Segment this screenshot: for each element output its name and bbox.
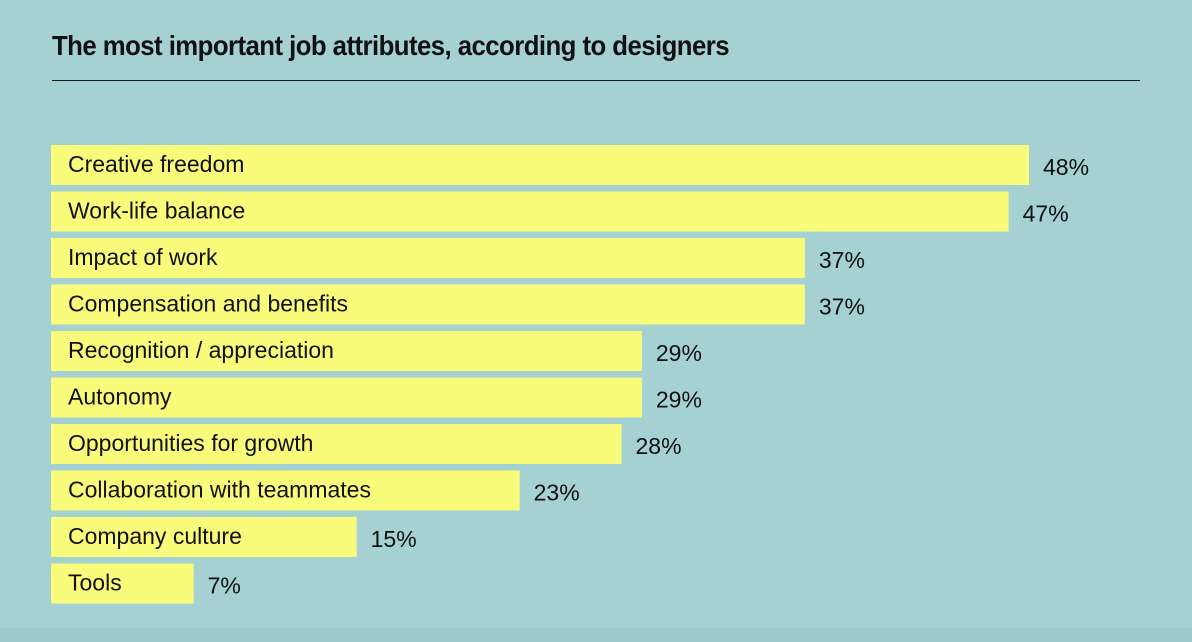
bar-compensation-and-benefits [51,284,805,325]
bar-label-autonomy: Autonomy [68,384,172,410]
bar-opportunities-for-growth [51,424,622,464]
value-label-tools: 7% [208,573,241,599]
value-label-compensation-and-benefits: 37% [819,294,865,320]
value-label-work-life-balance: 47% [1023,201,1069,227]
bar-label-impact-of-work: Impact of work [68,244,218,270]
bar-label-company-culture: Company culture [68,523,242,549]
value-label-autonomy: 29% [656,387,702,413]
chart-title: The most important job attributes, accor… [52,30,730,61]
bar-label-collaboration-with-teammates: Collaboration with teammates [68,477,371,503]
bar-recognition-appreciation [51,331,642,371]
bar-label-tools: Tools [68,570,122,596]
bar-label-creative-freedom: Creative freedom [68,151,244,177]
bar-work-life-balance [51,191,1009,232]
value-label-recognition-appreciation: 29% [656,340,702,366]
bar-tools [51,563,194,604]
bottom-edge-strip [0,628,1192,642]
bar-label-compensation-and-benefits: Compensation and benefits [68,291,348,317]
value-label-collaboration-with-teammates: 23% [534,480,580,506]
bar-collaboration-with-teammates [51,470,520,511]
bar-company-culture [51,517,357,557]
bar-impact-of-work [51,238,805,278]
bar-creative-freedom [51,145,1029,185]
value-label-company-culture: 15% [371,526,417,552]
value-label-creative-freedom: 48% [1043,154,1089,180]
title-divider [52,80,1140,81]
value-label-opportunities-for-growth: 28% [636,433,682,459]
bar-autonomy [51,377,642,418]
bar-label-opportunities-for-growth: Opportunities for growth [68,430,313,456]
bar-label-recognition-appreciation: Recognition / appreciation [68,337,334,363]
value-label-impact-of-work: 37% [819,247,865,273]
bar-label-work-life-balance: Work-life balance [68,198,245,224]
